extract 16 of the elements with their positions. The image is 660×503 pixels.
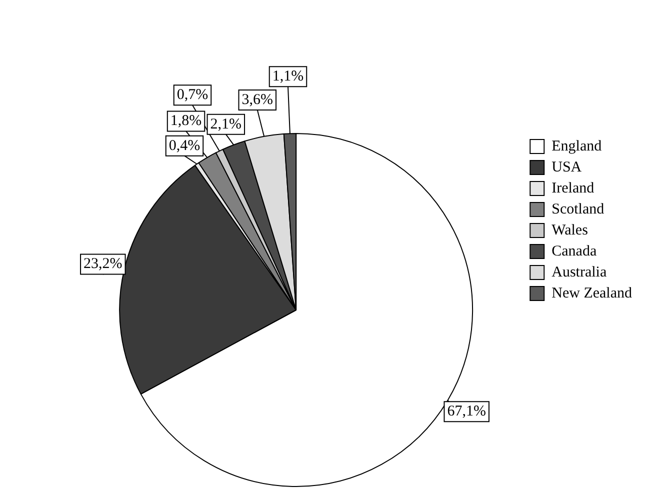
data-label: 23,2% bbox=[84, 256, 122, 272]
data-label: 0,7% bbox=[176, 87, 208, 104]
legend-label: Canada bbox=[552, 243, 597, 260]
legend-label: Scotland bbox=[552, 201, 605, 218]
legend-label: Australia bbox=[552, 264, 607, 280]
data-label: 2,1% bbox=[210, 116, 242, 132]
data-label: 3,6% bbox=[242, 92, 273, 108]
legend-label: USA bbox=[552, 159, 582, 176]
data-label: 1,1% bbox=[272, 68, 304, 85]
data-label: 0,4% bbox=[168, 138, 200, 154]
data-label: 1,8% bbox=[170, 113, 202, 130]
legend-label: Ireland bbox=[552, 180, 595, 196]
legend-label: England bbox=[552, 138, 602, 154]
data-label: 67,1% bbox=[447, 404, 486, 420]
legend-label: Wales bbox=[552, 222, 588, 238]
legend-label: New Zealand bbox=[552, 285, 632, 302]
